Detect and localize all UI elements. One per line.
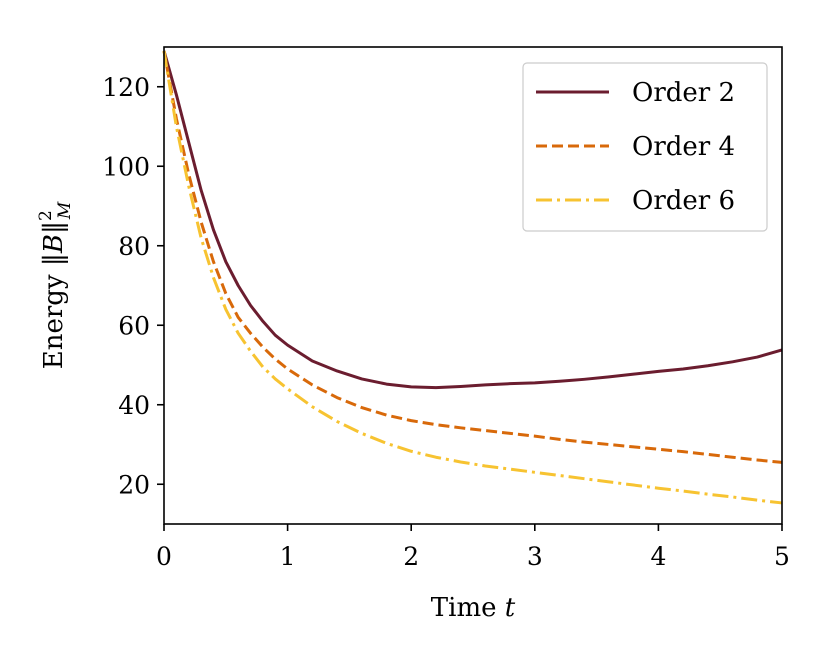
plot-lines <box>162 50 783 505</box>
series-line-1 <box>162 50 783 390</box>
legend-label-1: Order 2 <box>632 78 735 108</box>
x-tick-label: 4 <box>650 542 666 571</box>
series-line-2 <box>162 50 783 464</box>
x-axis-label-var: t <box>505 593 516 623</box>
legend: Order 2 Order 4 Order 6 <box>522 62 768 232</box>
y-axis-label-close: ‖ <box>39 221 69 234</box>
y-axis-label-open: ‖ <box>39 253 69 266</box>
x-tick-label: 0 <box>156 542 172 571</box>
y-axis-label: Energy ‖B‖2M <box>36 201 75 369</box>
legend-label-2: Order 4 <box>632 132 735 162</box>
x-tick-label: 2 <box>403 542 419 571</box>
y-axis-ticks: 20 40 60 80 100 120 <box>102 73 164 499</box>
y-axis-label-sup: 2 <box>36 210 56 221</box>
x-axis-label-text: Time <box>431 593 505 623</box>
x-axis-label: Time t <box>431 593 516 623</box>
x-tick-label: 5 <box>774 542 790 571</box>
y-tick-label: 60 <box>118 311 150 340</box>
series-line-3 <box>162 50 783 505</box>
y-tick-label: 20 <box>118 470 150 499</box>
x-tick-label: 1 <box>280 542 296 571</box>
legend-box <box>522 62 768 232</box>
legend-label-3: Order 6 <box>632 186 735 216</box>
y-tick-label: 40 <box>118 391 150 420</box>
x-tick-label: 3 <box>527 542 543 571</box>
y-tick-label: 80 <box>118 232 150 261</box>
x-axis-ticks: 0 1 2 3 4 5 <box>156 524 790 571</box>
y-axis-label-sub: M <box>55 201 75 220</box>
y-tick-label: 120 <box>102 73 150 102</box>
y-axis-label-var: B <box>39 234 69 254</box>
y-tick-label: 100 <box>102 152 150 181</box>
y-axis-label-text: Energy <box>39 266 69 369</box>
plot-frame <box>163 46 783 525</box>
